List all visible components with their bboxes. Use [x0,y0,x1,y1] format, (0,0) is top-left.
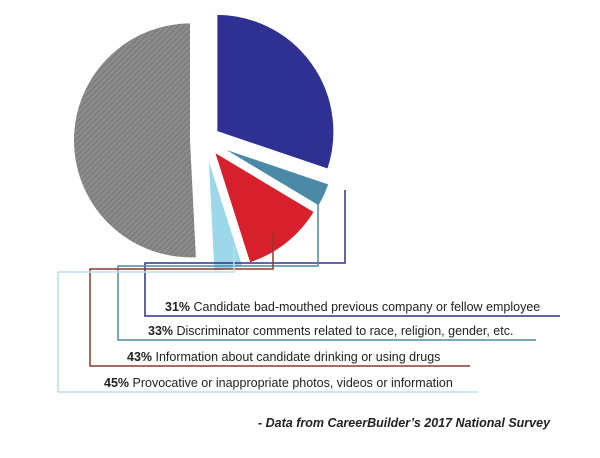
legend-label: 33% Discriminator comments related to ra… [148,324,513,338]
legend-category: Candidate bad-mouthed previous company o… [190,300,540,314]
legend-label: 45% Provocative or inappropriate photos,… [104,376,453,390]
legend-label: 43% Information about candidate drinking… [127,350,440,364]
leader-photos [57,246,478,393]
legend-percent: 45% [104,376,129,390]
leader-lines [57,190,560,393]
legend-percent: 31% [165,300,190,314]
leader-drinking [89,232,470,367]
legend-category: Discriminator comments related to race, … [173,324,513,338]
slice-remainder [72,21,198,260]
legend-labels: 31% Candidate bad-mouthed previous compa… [104,300,540,390]
leader-discriminator [117,196,536,341]
source-note: - Data from CareerBuilder’s 2017 Nationa… [258,416,551,430]
pie-slices [72,12,336,273]
leader-bad-mouthed [144,190,560,317]
slice-bad-mouthed [215,12,336,171]
legend-label: 31% Candidate bad-mouthed previous compa… [165,300,540,314]
legend-percent: 33% [148,324,173,338]
legend-percent: 43% [127,350,152,364]
slice-discriminator [217,144,331,208]
legend-category: Information about candidate drinking or … [152,350,440,364]
legend-category: Provocative or inappropriate photos, vid… [129,376,453,390]
